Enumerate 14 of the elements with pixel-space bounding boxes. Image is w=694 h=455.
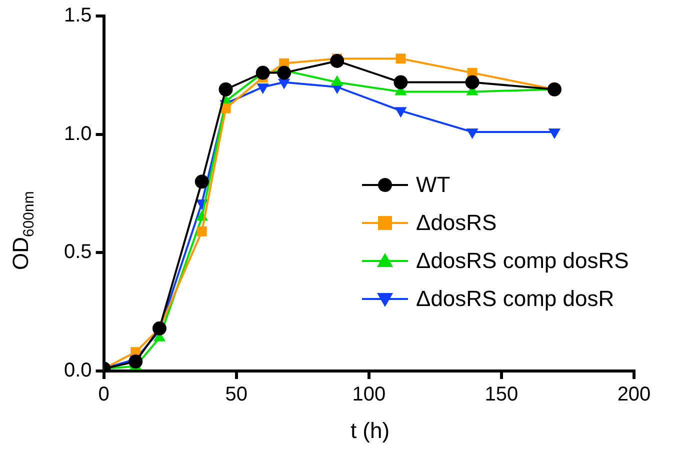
x-tick-label: 150 — [484, 384, 518, 406]
x-tick-label: 0 — [98, 384, 110, 406]
y-tick-label: 0.5 — [64, 241, 92, 264]
x-tick-label: 200 — [617, 384, 651, 406]
x-tick-label: 50 — [225, 384, 248, 406]
y-tick-label: 1.0 — [64, 122, 92, 145]
x-tick-label: 100 — [352, 384, 386, 406]
legend-label: ΔdosRS comp dosR — [416, 286, 614, 312]
x-axis-title: t (h) — [349, 418, 391, 444]
y-tick-label: 0.0 — [64, 360, 92, 382]
legend-label: WT — [416, 172, 450, 198]
legend-label: ΔdosRS comp dosRS — [416, 248, 629, 274]
y-tick-label: 1.5 — [64, 4, 92, 27]
legend-label: ΔdosRS — [416, 210, 497, 236]
